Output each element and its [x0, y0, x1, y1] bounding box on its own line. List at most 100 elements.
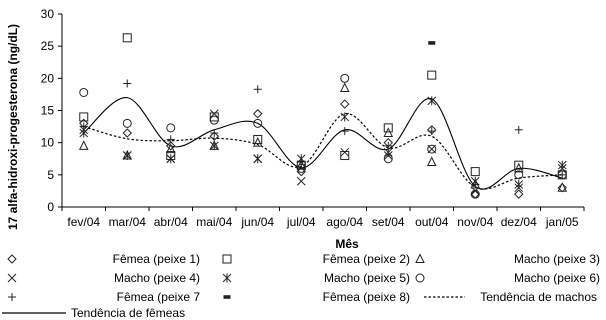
- data-point-series-3: [339, 82, 350, 92]
- data-point-series-5: [166, 154, 176, 164]
- data-point-series-4: [340, 147, 350, 157]
- legend-item: Fêmea (peixe 2): [222, 252, 410, 266]
- x-tick-label: set/04: [372, 215, 405, 229]
- legend-label: Tendência de machos: [480, 290, 597, 304]
- legend-item: Macho (peixe 4): [7, 271, 200, 285]
- data-point-series-5: [209, 141, 219, 151]
- data-point-series-4: [209, 109, 219, 119]
- x-tick-label: mai/04: [196, 215, 232, 229]
- data-point-series-7: [340, 127, 349, 136]
- chart-axes: [61, 14, 584, 208]
- x-tick-label: abr/04: [154, 215, 188, 229]
- data-point-series-2: [79, 112, 89, 122]
- data-point-series-5: [253, 154, 263, 164]
- data-point-series-3: [513, 162, 524, 173]
- legend-marker: [222, 273, 232, 283]
- legend-label: Macho (peixe 3): [514, 252, 600, 266]
- data-point-series-1: [514, 189, 524, 199]
- y-tick-label: 25: [41, 39, 55, 53]
- y-tick-label: 5: [47, 168, 54, 182]
- data-points: [78, 33, 568, 199]
- legend-label: Fêmea (peixe 2): [323, 252, 410, 266]
- data-point-series-6: [253, 118, 263, 128]
- data-point-series-3: [165, 143, 176, 154]
- x-tick-label: nov/04: [457, 215, 493, 229]
- data-point-series-6: [383, 154, 393, 164]
- x-tick-label: mar/04: [109, 215, 147, 229]
- y-axis-ticks: 0 5 10 15 20 25 30: [41, 7, 62, 214]
- data-point-series-7: [79, 122, 88, 131]
- x-tick-label: out/04: [415, 215, 449, 229]
- data-point-series-5: [427, 96, 437, 106]
- data-point-series-7: [253, 85, 262, 94]
- data-point-series-3: [557, 182, 568, 192]
- legend-item: Macho (peixe 6): [415, 271, 600, 285]
- x-axis-ticks: fev/04 mar/04 abr/04 mai/04 jun/04 jul/04 ago/…: [61, 207, 585, 229]
- data-point-series-6: [79, 87, 89, 97]
- data-point-series-7: [514, 125, 523, 134]
- x-tick-label: jun/04: [240, 215, 274, 229]
- x-tick-label: jul/04: [286, 215, 316, 229]
- y-tick-label: 10: [41, 136, 55, 150]
- data-point-series-2: [340, 151, 350, 161]
- data-point-series-5: [557, 160, 567, 170]
- data-point-series-5: [340, 112, 350, 122]
- data-point-series-6: [470, 189, 480, 199]
- data-point-series-7: [558, 170, 567, 179]
- data-point-series-7: [471, 180, 480, 189]
- data-point-series-3: [252, 137, 263, 147]
- legend-marker: [415, 253, 425, 263]
- legend-item: Tendência de fêmeas: [2, 306, 185, 320]
- data-point-series-1: [166, 141, 176, 151]
- data-point-series-2: [383, 123, 393, 133]
- data-point-series-6: [122, 118, 132, 128]
- data-point-series-3: [383, 127, 394, 138]
- data-point-series-7: [384, 141, 393, 150]
- trend-lines: [83, 97, 563, 190]
- legend-label: Macho (peixe 6): [514, 271, 600, 285]
- data-point-series-2: [470, 167, 480, 177]
- legend-label: Fêmea (peixe 1): [113, 252, 200, 266]
- legend-item: Fêmea (peixe 8): [223, 290, 410, 304]
- data-point-series-4: [470, 186, 480, 196]
- data-point-series-4: [296, 176, 306, 186]
- data-point-series-7: [427, 127, 436, 136]
- legend-item: Macho (peixe 3): [415, 252, 600, 266]
- legend-item: Tendência de machos: [424, 290, 597, 304]
- data-point-series-2: [209, 112, 219, 122]
- data-point-series-6: [340, 73, 350, 83]
- trend-line-males: [83, 113, 563, 190]
- data-point-series-6: [209, 115, 219, 125]
- y-tick-label: 0: [47, 200, 54, 214]
- data-point-series-2: [514, 160, 524, 170]
- y-tick-label: 15: [41, 104, 55, 118]
- data-point-series-1: [340, 99, 350, 109]
- data-point-series-1: [122, 128, 132, 138]
- data-point-series-2: [122, 33, 132, 43]
- x-tick-label: jan/05: [545, 215, 579, 229]
- legend-label: Macho (peixe 5): [324, 271, 410, 285]
- legend-marker: [7, 273, 17, 283]
- data-point-series-7: [123, 79, 132, 88]
- y-tick-label: 20: [41, 71, 55, 85]
- legend-label: Fêmea (peixe 8): [323, 290, 410, 304]
- data-point-series-3: [426, 156, 437, 166]
- data-point-series-5: [514, 179, 524, 189]
- legend-marker: [222, 254, 232, 264]
- legend-marker: [7, 254, 17, 264]
- y-axis-label: 17 alfa-hidroxi-progesterona (ng/dL): [6, 24, 20, 230]
- data-point-series-2: [253, 134, 263, 144]
- data-point-series-1: [296, 166, 306, 177]
- legend-label: Fêmea (peixe 7: [117, 290, 201, 304]
- data-point-series-7: [210, 129, 219, 138]
- legend: Fêmea (peixe 1) Fêmea (peixe 2) Macho (pei…: [2, 252, 600, 320]
- data-point-series-6: [427, 144, 437, 154]
- y-tick-label: 30: [41, 7, 55, 21]
- data-point-series-1: [209, 131, 219, 141]
- data-point-series-6: [514, 170, 524, 180]
- data-point-series-7: [297, 157, 306, 166]
- data-point-series-5: [122, 151, 132, 161]
- legend-marker: [415, 273, 425, 283]
- data-point-series-7: [166, 135, 175, 144]
